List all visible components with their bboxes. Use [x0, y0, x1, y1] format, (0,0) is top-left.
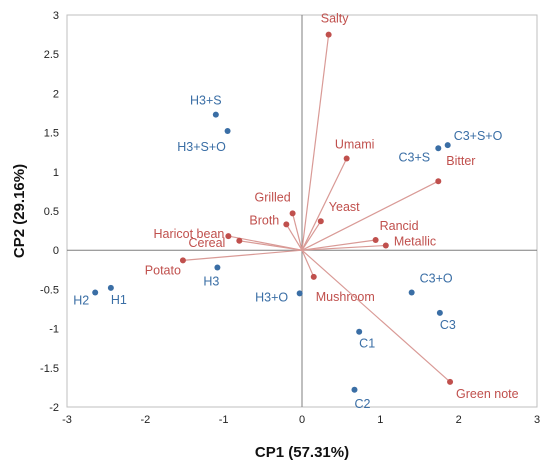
- variable-point: [435, 178, 442, 185]
- y-tick-label: 3: [53, 10, 59, 22]
- observation-label: H3: [203, 274, 219, 288]
- variable-vector: [301, 158, 348, 251]
- y-tick-label: -1.5: [40, 363, 59, 375]
- x-axis-title: CP1 (57.31%): [255, 444, 349, 461]
- y-tick-label: 0: [53, 245, 59, 257]
- observation-label: C1: [359, 337, 375, 351]
- variable-label: Rancid: [380, 219, 419, 233]
- variable-point: [325, 31, 332, 38]
- variable-point: [317, 218, 324, 225]
- variable-label: Cereal: [189, 236, 226, 250]
- tick-labels: -3 -2 -1 0 1 2 3-2-1.5-1-0.500.511.522.53: [40, 10, 540, 426]
- observation-label: C3+S: [398, 150, 430, 164]
- observation-point: [296, 290, 303, 297]
- variable-vector: [301, 239, 376, 251]
- observation-label: H1: [111, 293, 127, 307]
- variable-label: Grilled: [255, 190, 291, 204]
- observation-label: H2: [73, 294, 89, 308]
- variable-label: Broth: [249, 213, 279, 227]
- observation-point: [92, 289, 99, 296]
- observation-point: [356, 328, 363, 335]
- observation-points: H3+S H3+S+O C3+S C3+S+O H3 H2 H1 H3+O C3+O C3 C1 C2: [73, 94, 502, 411]
- variable-vector: [301, 34, 330, 251]
- variable-vectors: Salty Umami Bitter Grilled Broth Yeast Haricot…: [145, 12, 519, 401]
- observation-label: C3+O: [420, 272, 453, 286]
- variable-point: [372, 237, 379, 244]
- x-tick-label: 1: [377, 414, 383, 426]
- variable-vector: [182, 249, 303, 261]
- variable-label: Salty: [321, 12, 350, 26]
- observation-label: C2: [354, 397, 370, 411]
- observation-point: [444, 142, 451, 149]
- variable-point: [179, 257, 186, 264]
- y-tick-label: -1: [49, 324, 59, 336]
- variable-label: Yeast: [329, 200, 360, 214]
- observation-label: C3+S+O: [454, 129, 503, 143]
- observation-label: H3+S: [190, 94, 222, 108]
- variable-vector: [301, 244, 386, 251]
- variable-label: Green note: [456, 387, 519, 401]
- variable-label: Potato: [145, 263, 181, 277]
- observation-label: C3: [440, 318, 456, 332]
- variable-vector: [239, 240, 303, 251]
- variable-label: Haricot bean: [153, 227, 224, 241]
- x-tick-label: 2: [456, 414, 462, 426]
- x-tick-label: -1: [219, 414, 229, 426]
- observation-point: [214, 264, 221, 271]
- variable-vector: [301, 180, 439, 251]
- x-tick-label: 0: [299, 414, 305, 426]
- observation-point: [435, 145, 442, 152]
- observation-label: H3+S+O: [177, 140, 226, 154]
- variable-vector: [301, 249, 315, 278]
- variable-label: Metallic: [394, 234, 436, 248]
- observation-point: [436, 309, 443, 316]
- variable-point: [283, 221, 290, 228]
- x-tick-label: 3: [534, 414, 540, 426]
- y-tick-label: 1.5: [44, 128, 59, 140]
- variable-label: Mushroom: [316, 290, 375, 304]
- variable-vector: [301, 220, 322, 251]
- observation-point: [351, 386, 358, 393]
- observation-point: [212, 111, 219, 118]
- y-tick-label: -2: [49, 402, 59, 414]
- x-tick-label: -2: [140, 414, 150, 426]
- variable-point: [225, 233, 232, 240]
- variable-point: [382, 242, 389, 249]
- variable-vector: [301, 249, 451, 383]
- variable-vector: [285, 224, 303, 251]
- y-axis-title: CP2 (29.16%): [11, 164, 28, 258]
- y-tick-label: 2.5: [44, 49, 59, 61]
- variable-label: Umami: [335, 137, 375, 151]
- observation-point: [107, 284, 114, 291]
- y-tick-label: 2: [53, 88, 59, 100]
- y-tick-label: -0.5: [40, 284, 59, 296]
- variable-point: [310, 273, 317, 280]
- variable-label: Bitter: [446, 154, 475, 168]
- y-tick-label: 1: [53, 167, 59, 179]
- variable-point: [289, 210, 296, 217]
- x-tick-label: -3: [62, 414, 72, 426]
- observation-point: [408, 289, 415, 296]
- observation-label: H3+O: [255, 290, 288, 304]
- observation-point: [224, 128, 231, 135]
- variable-point: [236, 237, 243, 244]
- variable-point: [343, 155, 350, 162]
- variable-point: [447, 378, 454, 385]
- y-tick-label: 0.5: [44, 206, 59, 218]
- variable-vector: [292, 213, 303, 251]
